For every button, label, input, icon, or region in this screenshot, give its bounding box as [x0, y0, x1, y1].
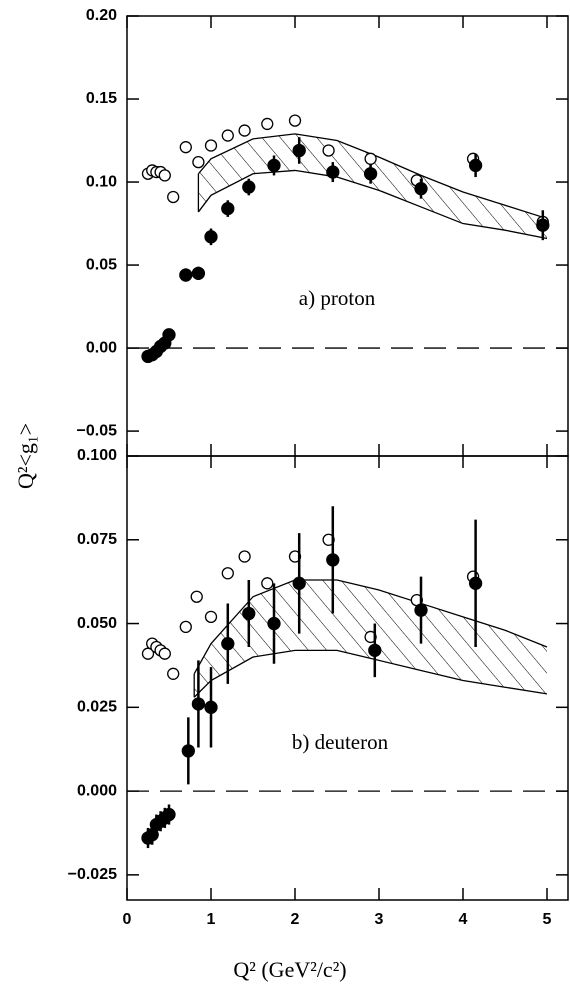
open-marker: [322, 533, 335, 546]
y-tick-label: 0.20: [86, 7, 117, 24]
y-tick-label: 0.000: [77, 782, 117, 799]
y-tick-label: 0.075: [77, 531, 117, 548]
filled-marker: [204, 230, 218, 244]
filled-marker: [292, 576, 306, 590]
y-tick-label: 0.10: [86, 173, 117, 190]
filled-marker: [363, 167, 378, 181]
x-tick-label: 2: [291, 911, 300, 928]
filled-marker: [242, 606, 256, 621]
filled-marker: [267, 158, 281, 173]
y-tick-label: 0.15: [86, 90, 117, 107]
open-marker: [221, 567, 234, 580]
open-marker: [322, 144, 335, 157]
filled-marker: [326, 165, 340, 179]
open-marker: [167, 190, 180, 204]
filled-marker: [267, 616, 281, 631]
filled-marker: [191, 266, 206, 281]
filled-marker: [326, 553, 340, 567]
y-tick-label: 0.050: [77, 615, 117, 632]
y-tick-label: 0.05: [86, 256, 117, 273]
open-marker: [167, 667, 180, 680]
y-tick-label: −0.05: [77, 422, 118, 439]
filled-marker: [181, 744, 195, 758]
open-marker: [158, 647, 171, 660]
band-upper: [197, 133, 548, 220]
filled-marker: [536, 218, 550, 232]
open-marker: [238, 550, 251, 563]
open-marker: [221, 129, 234, 142]
open-marker: [192, 155, 205, 169]
open-marker: [179, 141, 192, 154]
plot-frame: [126, 455, 569, 901]
filled-marker: [468, 576, 483, 590]
open-marker: [179, 620, 192, 634]
filled-marker: [414, 182, 428, 196]
open-marker: [364, 152, 377, 165]
filled-marker: [179, 268, 193, 282]
filled-marker: [468, 158, 483, 173]
band-upper: [193, 579, 548, 675]
open-marker: [204, 139, 218, 152]
x-tick-label: 3: [375, 911, 384, 928]
y-axis-label: Q²<g₁>: [13, 423, 38, 489]
x-tick-label: 0: [123, 911, 132, 928]
open-marker: [288, 550, 302, 563]
band-area: [198, 133, 547, 239]
filled-marker: [242, 180, 256, 194]
y-tick-label: −0.025: [68, 866, 117, 883]
y-tick-label: 0.025: [77, 699, 117, 716]
band-lower: [193, 649, 548, 698]
y-tick-label: 0.00: [86, 339, 117, 356]
annotation: a) proton: [299, 286, 376, 310]
filled-marker: [191, 697, 206, 711]
open-marker: [288, 114, 302, 127]
open-marker: [261, 577, 274, 590]
filled-marker: [368, 643, 382, 658]
x-tick-label: 5: [543, 911, 552, 928]
open-marker: [204, 610, 218, 623]
filled-marker: [204, 700, 218, 714]
filled-marker: [221, 201, 235, 216]
filled-marker: [162, 807, 176, 822]
open-marker: [238, 124, 251, 137]
band-lower: [197, 169, 548, 240]
annotation: b) deuteron: [292, 730, 389, 754]
open-marker: [261, 117, 274, 131]
open-marker: [190, 590, 203, 603]
open-marker: [141, 647, 155, 660]
filled-marker: [221, 637, 235, 651]
plot-frame: [126, 15, 569, 457]
filled-marker: [292, 143, 306, 158]
x-tick-label: 1: [207, 911, 216, 928]
x-axis-label: Q² (GeV²/c²): [233, 957, 346, 982]
filled-marker: [414, 603, 428, 617]
open-marker: [158, 169, 171, 182]
y-tick-label: 0.100: [77, 447, 117, 464]
filled-marker: [162, 328, 176, 342]
x-tick-label: 4: [459, 911, 468, 928]
open-marker: [364, 630, 377, 644]
